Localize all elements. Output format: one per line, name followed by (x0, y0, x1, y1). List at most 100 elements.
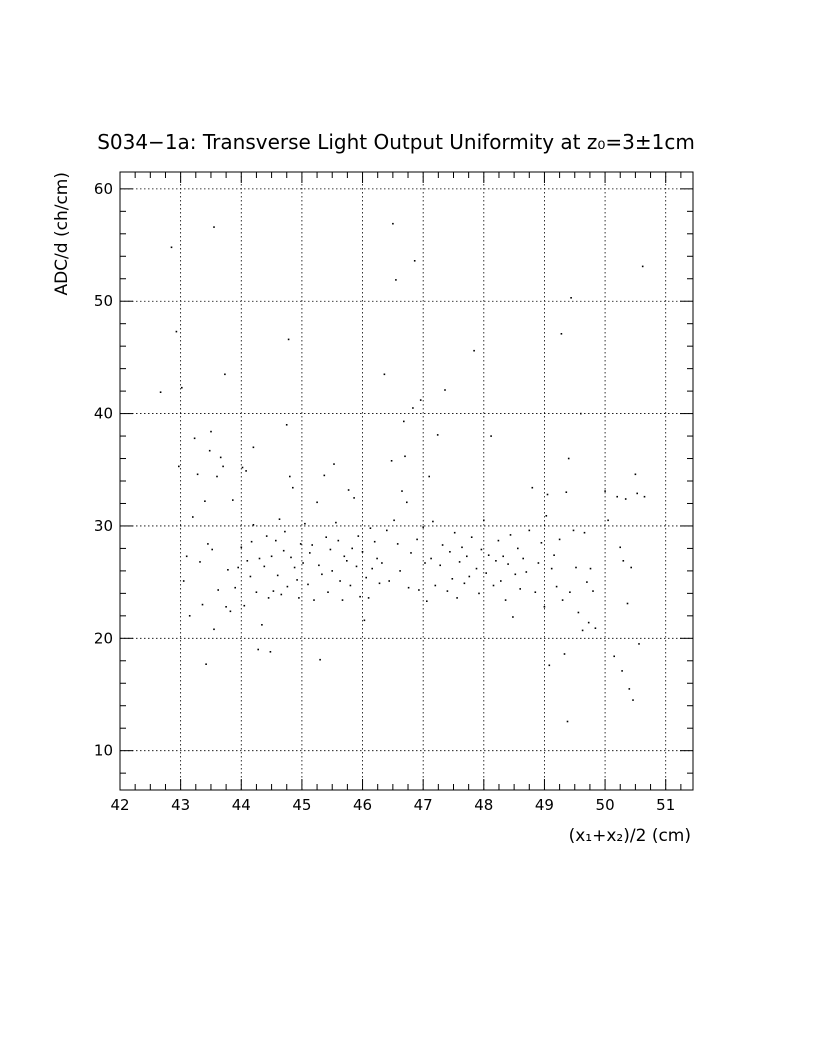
data-point (229, 610, 232, 613)
data-point (319, 658, 321, 661)
data-point (540, 542, 543, 544)
data-point (193, 437, 196, 440)
data-point (463, 582, 466, 585)
data-point (446, 590, 449, 592)
data-point (621, 670, 623, 672)
data-point (512, 616, 514, 618)
data-point (304, 522, 306, 525)
data-point (252, 524, 255, 526)
data-point (507, 563, 509, 565)
data-point (622, 560, 625, 562)
data-point (451, 578, 454, 580)
data-point (293, 566, 296, 569)
data-point (480, 548, 483, 551)
data-point (589, 567, 592, 570)
data-point (311, 544, 313, 546)
data-point (413, 260, 416, 262)
x-axis-label: (x₁+x₂)/2 (cm) (569, 826, 691, 846)
data-point (388, 580, 390, 582)
data-point (531, 486, 534, 489)
y-tick-label: 60 (94, 180, 113, 198)
data-point (416, 538, 418, 541)
data-point (339, 580, 341, 582)
data-point (487, 554, 490, 556)
data-point (299, 543, 302, 545)
data-point (341, 599, 344, 601)
data-point (261, 624, 263, 626)
x-tick-label: 49 (535, 796, 554, 814)
data-point (466, 555, 468, 558)
data-point (208, 449, 211, 452)
data-point (436, 434, 439, 436)
x-tick-label: 50 (596, 796, 615, 814)
data-point (201, 603, 204, 606)
data-point (587, 621, 590, 624)
data-point (302, 562, 304, 564)
data-point (569, 591, 571, 593)
data-point (473, 349, 475, 352)
data-point (255, 591, 258, 593)
data-point (224, 373, 226, 376)
data-point (369, 527, 372, 529)
data-point (159, 391, 162, 393)
x-tick-label: 45 (292, 796, 311, 814)
data-point (199, 561, 201, 563)
data-point (393, 519, 395, 522)
data-point (227, 569, 229, 571)
data-point (624, 498, 627, 500)
data-point (630, 566, 632, 569)
data-point (275, 539, 277, 542)
data-point (565, 491, 568, 493)
data-point (638, 643, 640, 645)
data-point (376, 557, 378, 560)
data-point (333, 463, 335, 465)
data-point (430, 557, 432, 560)
data-point (213, 226, 215, 228)
data-point (561, 599, 564, 601)
data-point (439, 564, 441, 567)
data-point (222, 465, 224, 468)
data-point (432, 520, 434, 523)
data-point (211, 548, 213, 551)
y-axis-label: ADC/d (ch/cm) (52, 172, 72, 296)
data-point (537, 562, 540, 564)
data-point (613, 655, 615, 658)
data-point (361, 551, 364, 553)
data-point (327, 591, 329, 593)
data-point (325, 536, 327, 538)
data-point (517, 547, 519, 550)
data-point (586, 581, 588, 583)
data-point (548, 664, 551, 667)
data-point (461, 546, 463, 549)
data-point (246, 560, 249, 562)
data-point (401, 490, 403, 492)
data-point (343, 555, 346, 558)
data-point (346, 560, 348, 562)
data-point (321, 573, 323, 576)
data-point (289, 475, 291, 478)
data-point (424, 562, 426, 564)
y-tick-label: 20 (94, 629, 113, 647)
data-point (316, 501, 318, 504)
data-point (636, 492, 638, 495)
data-point (265, 535, 268, 537)
data-point (555, 585, 558, 588)
data-point (323, 474, 326, 477)
data-point (359, 595, 361, 598)
data-point (185, 555, 188, 558)
data-point (545, 515, 548, 517)
data-point (351, 547, 353, 550)
data-point (641, 265, 644, 268)
data-point (365, 576, 367, 579)
data-point (553, 554, 555, 556)
data-point (502, 555, 504, 558)
data-point (534, 591, 537, 593)
data-point (572, 529, 575, 532)
data-point (392, 222, 394, 225)
data-point (528, 529, 531, 532)
x-tick-label: 51 (656, 796, 675, 814)
data-point (514, 573, 517, 576)
data-point (607, 519, 609, 522)
data-point (426, 600, 428, 602)
data-point (234, 586, 236, 589)
